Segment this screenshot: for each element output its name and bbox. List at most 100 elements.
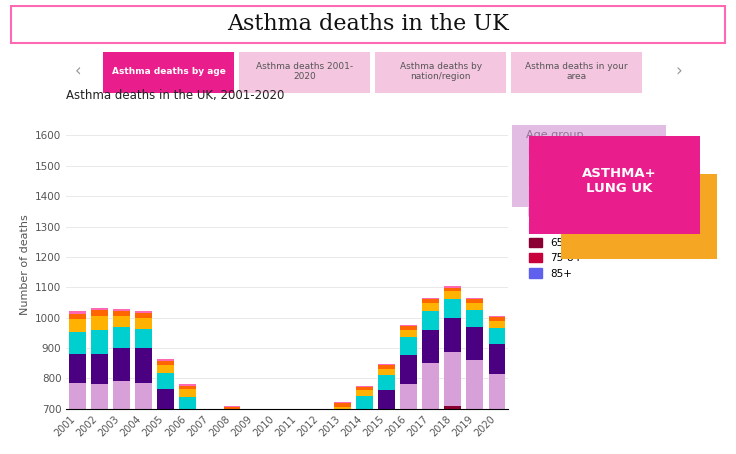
Bar bbox=[334, 447, 350, 454]
Bar bbox=[180, 397, 196, 412]
Bar bbox=[356, 396, 372, 411]
Bar bbox=[202, 453, 218, 454]
Bar bbox=[467, 360, 483, 412]
Bar bbox=[334, 404, 350, 407]
Bar bbox=[445, 299, 461, 318]
FancyBboxPatch shape bbox=[512, 125, 666, 207]
Bar bbox=[268, 425, 284, 427]
Bar bbox=[467, 412, 483, 454]
Bar bbox=[467, 297, 483, 299]
Bar bbox=[422, 299, 439, 303]
Bar bbox=[467, 327, 483, 360]
Bar bbox=[91, 430, 107, 454]
Bar bbox=[69, 314, 85, 319]
Bar bbox=[467, 303, 483, 310]
Bar bbox=[378, 365, 394, 369]
Bar bbox=[422, 298, 439, 299]
Bar bbox=[91, 316, 107, 331]
Bar bbox=[113, 381, 130, 428]
Bar bbox=[334, 402, 350, 404]
Bar bbox=[422, 331, 439, 363]
Bar bbox=[268, 427, 284, 429]
Bar bbox=[400, 330, 417, 337]
Bar bbox=[422, 413, 439, 454]
Bar bbox=[158, 416, 174, 454]
Bar bbox=[312, 427, 328, 439]
Bar bbox=[202, 413, 218, 415]
Bar bbox=[202, 415, 218, 421]
Bar bbox=[135, 348, 152, 383]
Bar bbox=[158, 360, 174, 365]
Bar bbox=[378, 416, 394, 454]
Bar bbox=[312, 417, 328, 419]
Bar bbox=[268, 435, 284, 447]
FancyBboxPatch shape bbox=[375, 52, 506, 93]
Bar bbox=[113, 428, 130, 454]
Bar bbox=[290, 453, 306, 454]
Bar bbox=[180, 384, 196, 386]
Bar bbox=[312, 421, 328, 427]
Bar bbox=[202, 411, 218, 413]
Bar bbox=[400, 385, 417, 431]
Bar bbox=[378, 364, 394, 365]
Bar bbox=[489, 421, 505, 454]
Bar bbox=[91, 385, 107, 430]
Bar bbox=[445, 287, 461, 291]
Bar bbox=[158, 373, 174, 389]
Bar bbox=[224, 430, 240, 451]
Bar bbox=[378, 369, 394, 375]
Bar bbox=[489, 344, 505, 374]
Bar bbox=[113, 311, 130, 316]
Bar bbox=[113, 316, 130, 327]
Bar bbox=[246, 419, 262, 421]
Bar bbox=[91, 331, 107, 354]
Bar bbox=[268, 429, 284, 435]
Bar bbox=[268, 447, 284, 454]
Bar bbox=[246, 427, 262, 439]
Bar bbox=[356, 387, 372, 390]
Bar bbox=[202, 421, 218, 433]
Bar bbox=[290, 438, 306, 443]
Bar bbox=[356, 386, 372, 387]
Text: ASTHMA+
LUNG UK: ASTHMA+ LUNG UK bbox=[581, 167, 656, 195]
Bar bbox=[69, 311, 85, 314]
FancyBboxPatch shape bbox=[239, 52, 370, 93]
Bar bbox=[400, 337, 417, 355]
Text: ›: › bbox=[676, 63, 682, 81]
Text: ‹: ‹ bbox=[74, 63, 81, 81]
Text: Asthma deaths by age: Asthma deaths by age bbox=[112, 67, 226, 76]
Bar bbox=[400, 326, 417, 330]
FancyBboxPatch shape bbox=[529, 136, 700, 234]
Text: Asthma deaths by
nation/region: Asthma deaths by nation/region bbox=[400, 62, 481, 81]
Bar bbox=[69, 383, 85, 430]
Bar bbox=[113, 348, 130, 381]
Bar bbox=[135, 383, 152, 431]
Bar bbox=[135, 311, 152, 313]
Bar bbox=[224, 405, 240, 407]
Bar bbox=[334, 413, 350, 426]
Bar bbox=[91, 354, 107, 385]
Bar bbox=[400, 325, 417, 326]
Bar bbox=[422, 311, 439, 331]
Bar bbox=[180, 386, 196, 390]
Bar bbox=[400, 355, 417, 385]
Bar bbox=[312, 419, 328, 421]
Bar bbox=[113, 309, 130, 311]
FancyBboxPatch shape bbox=[103, 52, 235, 93]
Bar bbox=[135, 431, 152, 454]
Bar bbox=[69, 430, 85, 454]
Bar bbox=[224, 407, 240, 410]
Bar bbox=[356, 411, 372, 434]
Bar bbox=[180, 412, 196, 434]
Bar bbox=[467, 299, 483, 303]
Y-axis label: Number of deaths: Number of deaths bbox=[20, 214, 29, 315]
Bar bbox=[378, 390, 394, 416]
Bar bbox=[135, 329, 152, 348]
Bar bbox=[158, 365, 174, 373]
Bar bbox=[445, 286, 461, 287]
Bar bbox=[312, 439, 328, 454]
Bar bbox=[445, 291, 461, 299]
Bar bbox=[246, 439, 262, 454]
Bar bbox=[489, 328, 505, 344]
Bar bbox=[224, 451, 240, 454]
